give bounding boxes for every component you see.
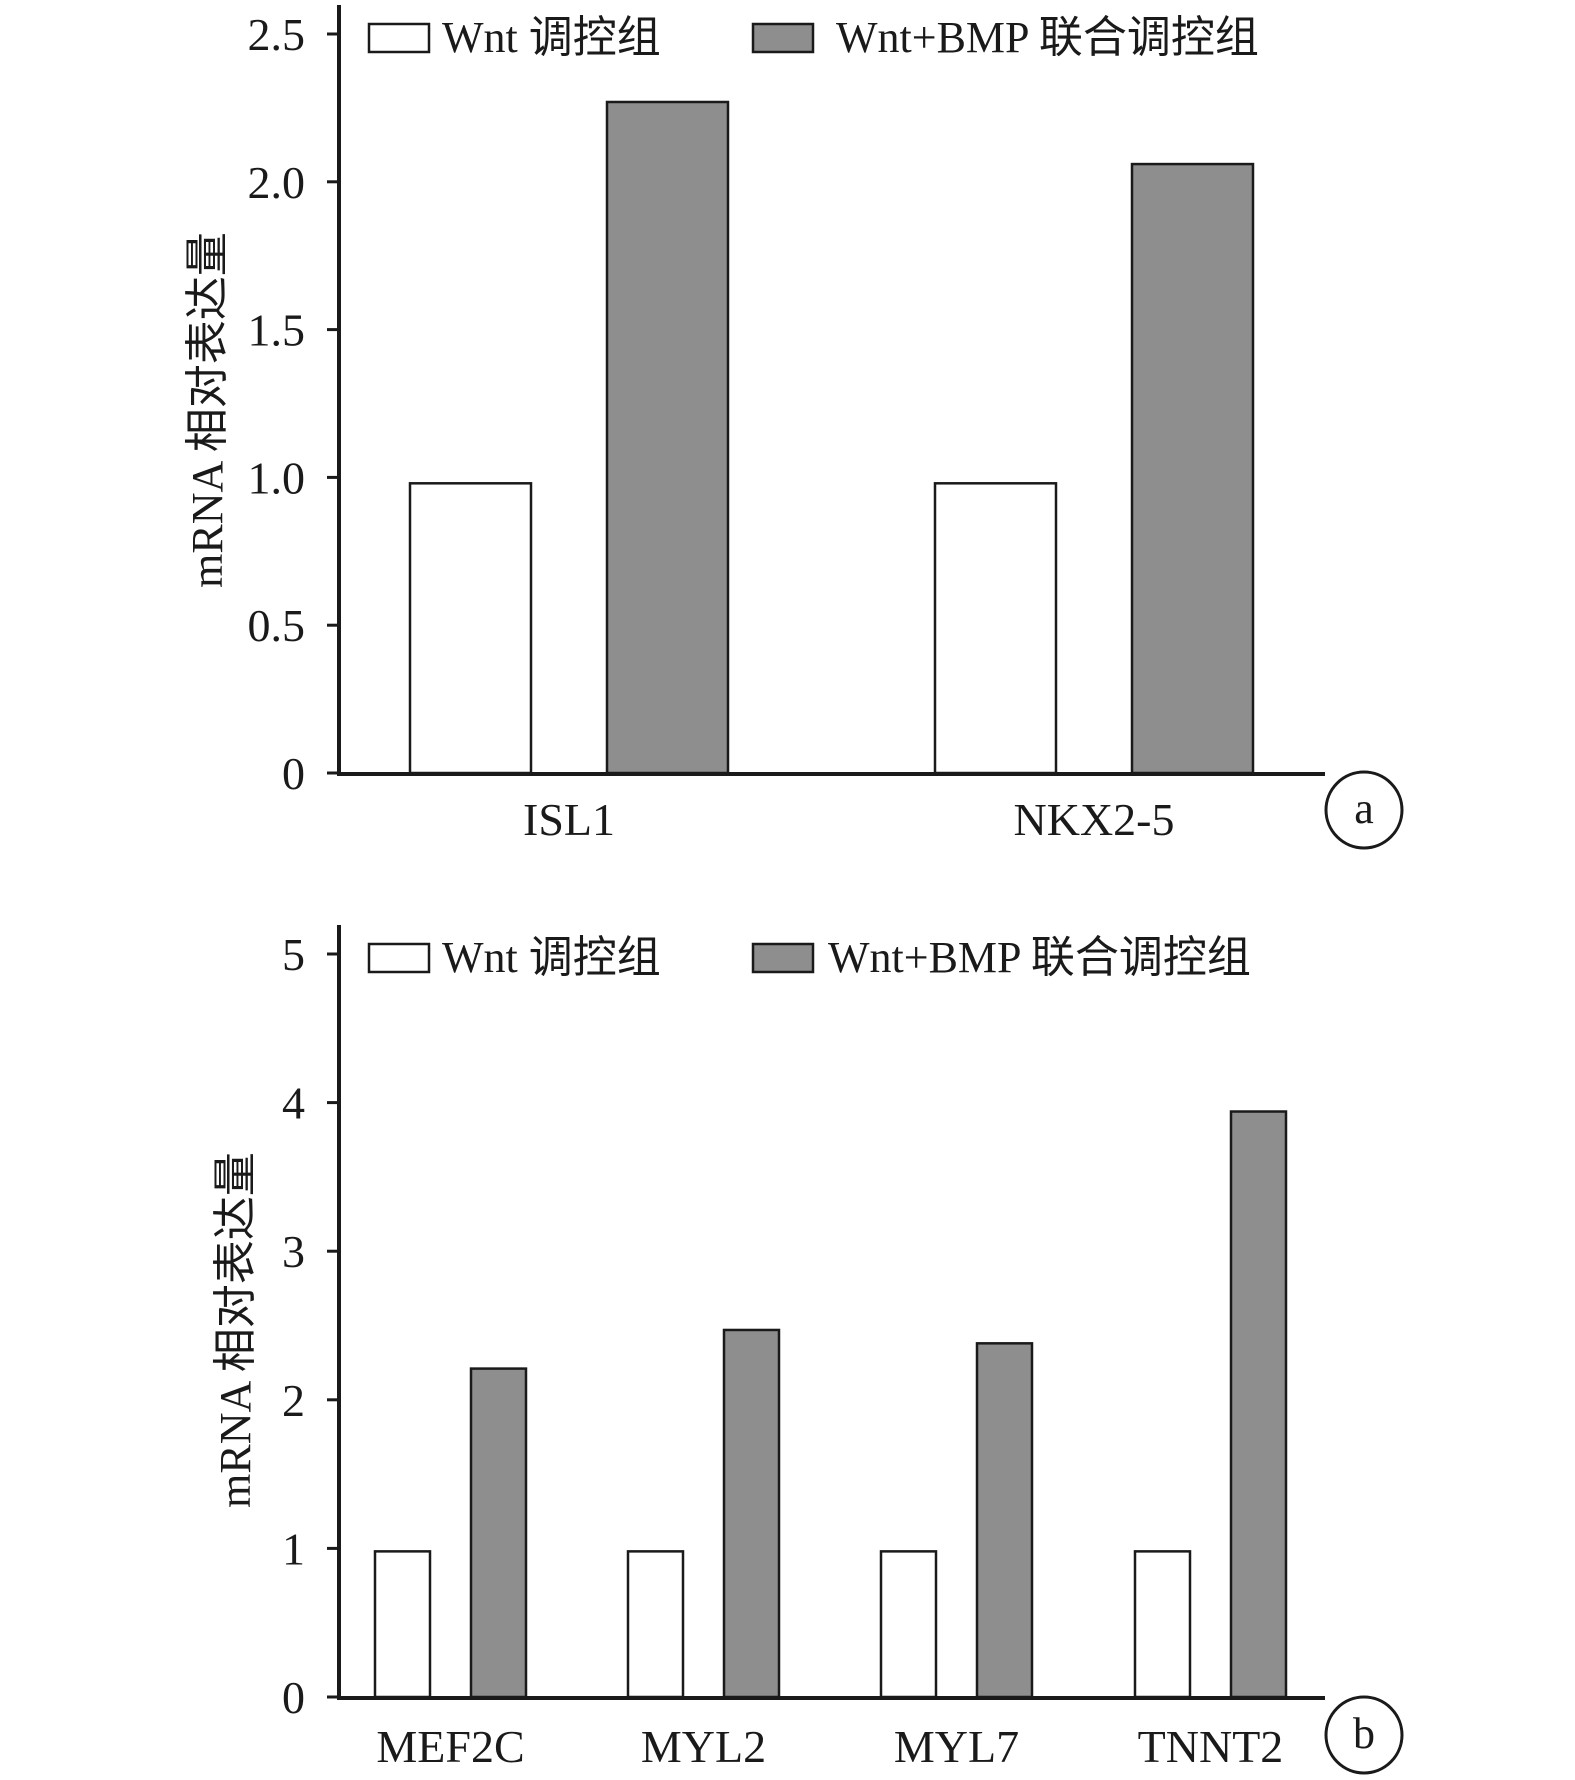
bar-wnt-bmp-isl1: [605, 100, 730, 775]
bar-wnt-myl7: [879, 1550, 938, 1699]
bar-wnt-bmp-tnnt2: [1229, 1110, 1288, 1699]
panel-letter: b: [1353, 1709, 1375, 1758]
y-tick-label: 0.5: [248, 600, 306, 651]
y-tick-label: 4: [282, 1078, 305, 1129]
legend-label: Wnt 调控组: [442, 13, 661, 62]
legend-label: Wnt+BMP 联合调控组: [828, 933, 1251, 982]
x-category-label: MYL7: [894, 1721, 1019, 1772]
x-category-label: NKX2-5: [1014, 794, 1175, 845]
legend-label: Wnt+BMP 联合调控组: [836, 13, 1259, 62]
legend-swatch-wnt-bmp: [751, 942, 815, 974]
y-tick-label: 0: [282, 1672, 305, 1723]
x-category-label: TNNT2: [1138, 1721, 1284, 1772]
y-tick-label: 2.0: [248, 157, 306, 208]
y-tick-label: 1.5: [248, 305, 306, 356]
x-category-label: MYL2: [641, 1721, 766, 1772]
y-tick-label: 2: [282, 1375, 305, 1426]
x-category-label: MEF2C: [376, 1721, 524, 1772]
bar-wnt-bmp-mef2c: [469, 1367, 528, 1699]
legend-swatch-wnt-bmp: [751, 22, 815, 54]
x-category-label: ISL1: [523, 794, 615, 845]
y-axis-title: mRNA 相对表达量: [211, 1152, 260, 1508]
y-tick-label: 0: [282, 748, 305, 799]
y-tick-label: 5: [282, 929, 305, 980]
bar-wnt-myl2: [626, 1550, 685, 1699]
y-tick-label: 1.0: [248, 452, 306, 503]
legend-label: Wnt 调控组: [442, 933, 661, 982]
bar-wnt-bmp-myl7: [975, 1342, 1034, 1699]
bar-wnt-nkx2-5: [933, 482, 1058, 775]
bar-wnt-isl1: [408, 482, 533, 775]
bar-wnt-bmp-nkx2-5: [1130, 162, 1255, 775]
y-tick-label: 3: [282, 1226, 305, 1277]
legend-swatch-wnt: [367, 942, 431, 974]
y-tick-label: 1: [282, 1523, 305, 1574]
y-axis-title: mRNA 相对表达量: [183, 232, 232, 588]
bar-wnt-bmp-myl2: [722, 1328, 781, 1699]
y-tick-label: 2.5: [248, 9, 306, 60]
panel-letter: a: [1354, 784, 1374, 833]
panel-letter-circle: [1324, 770, 1404, 850]
legend-swatch-wnt: [367, 22, 431, 54]
panel-letter-circle: [1324, 1695, 1404, 1775]
bar-wnt-mef2c: [373, 1550, 432, 1699]
bar-wnt-tnnt2: [1133, 1550, 1192, 1699]
